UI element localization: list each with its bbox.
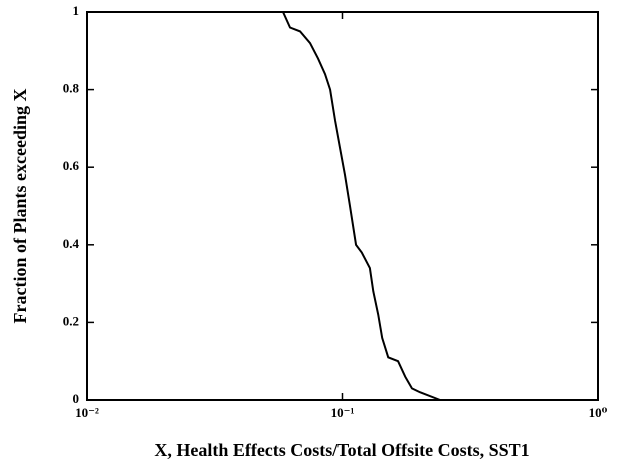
y-tick-label: 0 <box>73 391 80 406</box>
x-tick-label: 10⁻² <box>75 405 99 420</box>
plot-frame <box>86 11 599 401</box>
y-tick-label: 0.2 <box>63 313 79 328</box>
data-line <box>87 11 441 401</box>
y-tick-label: 0.8 <box>63 81 80 96</box>
y-tick-label: 0.6 <box>63 158 80 173</box>
y-tick-label: 0.4 <box>63 236 80 251</box>
y-tick-label: 1 <box>73 3 80 18</box>
y-axis-label: Fraction of Plants exceeding X <box>10 89 30 324</box>
x-tick-label: 10⁻¹ <box>331 405 355 420</box>
x-axis-label: X, Health Effects Costs/Total Offsite Co… <box>154 440 529 460</box>
x-tick-label: 10⁰ <box>589 405 608 420</box>
